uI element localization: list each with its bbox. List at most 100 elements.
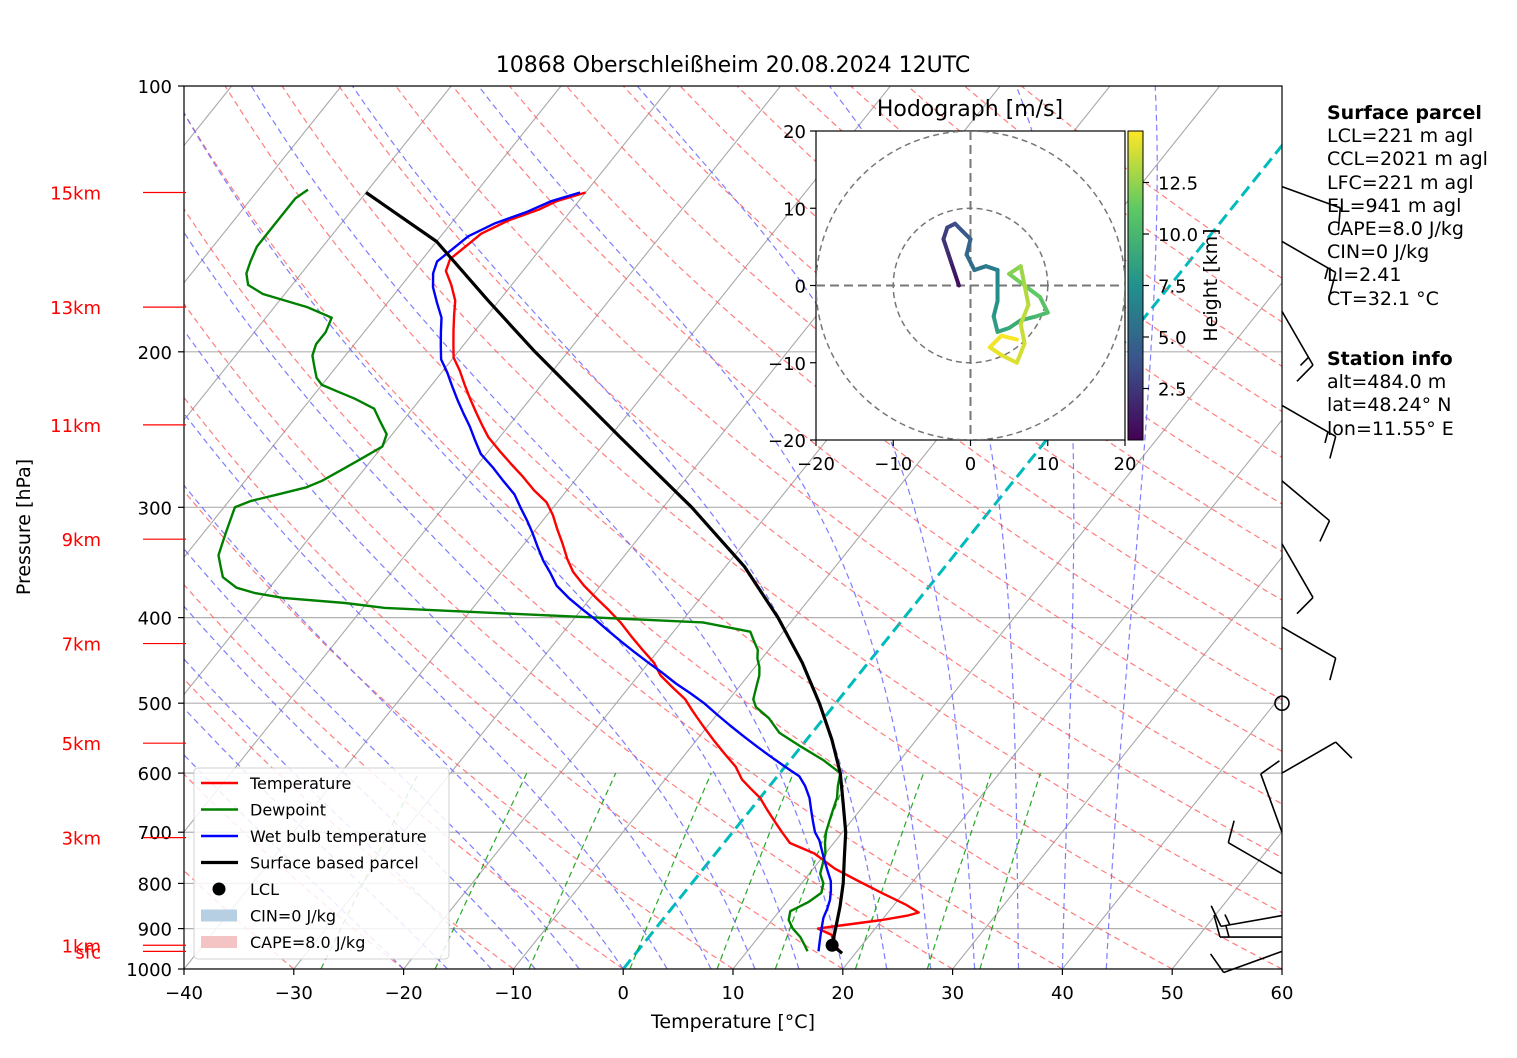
colorbar-tick-label: 7.5 <box>1158 277 1187 298</box>
hodograph-x-tick-label: −20 <box>797 454 835 475</box>
y-tick-label: 300 <box>138 498 172 519</box>
wind-barb-staff <box>1282 311 1313 365</box>
hodograph-x-tick-label: 10 <box>1036 454 1059 475</box>
y-tick-label: 700 <box>138 823 172 844</box>
y-tick-label: 1000 <box>126 960 172 981</box>
height-label: 11km <box>50 416 101 437</box>
legend-label: LCL <box>250 880 279 899</box>
x-tick-label: 30 <box>941 983 964 1004</box>
wind-barb-staff <box>1261 774 1282 832</box>
surface-parcel-line: CAPE=8.0 J/kg <box>1327 218 1488 241</box>
y-tick-label: 200 <box>138 343 172 364</box>
surface-parcel-line: CCL=2021 m agl <box>1327 148 1488 171</box>
wind-barb-staff <box>1282 544 1313 598</box>
x-tick-label: −10 <box>494 983 532 1004</box>
wind-barb-flag <box>1330 658 1336 680</box>
wind-barb-half-flag <box>1300 357 1308 365</box>
wind-barb-half-flag <box>1226 926 1229 937</box>
height-label: 13km <box>50 298 101 319</box>
station-info-line: alt=484.0 m <box>1327 371 1454 394</box>
legend-label: Dewpoint <box>250 801 326 820</box>
hodograph-y-tick-label: −20 <box>768 431 806 452</box>
wind-barb-staff <box>1282 481 1329 521</box>
hodograph-y-tick-label: 20 <box>783 122 806 143</box>
hodograph-y-tick-label: 0 <box>795 277 806 298</box>
lcl-marker <box>826 939 839 952</box>
x-axis-label: Temperature [°C] <box>650 1011 815 1033</box>
legend-label: CAPE=8.0 J/kg <box>250 933 365 952</box>
wind-barb-half-flag <box>1225 914 1230 924</box>
wind-barb-flag <box>1297 598 1313 614</box>
height-label: 9km <box>62 530 101 551</box>
colorbar-tick-label: 12.5 <box>1158 174 1198 195</box>
x-tick-label: 10 <box>722 983 745 1004</box>
colorbar <box>1128 131 1143 440</box>
y-tick-label: 100 <box>138 77 172 98</box>
legend-swatch-box <box>201 936 237 948</box>
surface-parcel-line: CIN=0 J/kg <box>1327 241 1488 264</box>
colorbar-tick-label: 10.0 <box>1158 225 1198 246</box>
station-info-line: lon=11.55° E <box>1327 418 1454 441</box>
x-tick-label: −20 <box>385 983 423 1004</box>
mixing-ratio-line <box>927 773 991 969</box>
legend-label: Temperature <box>249 774 351 793</box>
legend-label: Surface based parcel <box>250 854 419 873</box>
y-tick-label: 900 <box>138 920 172 941</box>
x-tick-label: 40 <box>1051 983 1074 1004</box>
x-tick-label: 50 <box>1161 983 1184 1004</box>
surface-parcel-line: LCL=221 m agl <box>1327 125 1488 148</box>
wind-barb-staff <box>1221 916 1282 927</box>
y-tick-label: 600 <box>138 764 172 785</box>
height-label: 1km <box>62 936 101 957</box>
station-info-line: lat=48.24° N <box>1327 394 1454 417</box>
hodograph-x-tick-label: 0 <box>965 454 976 475</box>
height-label: 15km <box>50 183 101 204</box>
mixing-ratio-line <box>630 773 711 969</box>
legend-label: CIN=0 J/kg <box>250 907 336 926</box>
station-info-panel: Station info alt=484.0 m lat=48.24° N lo… <box>1327 348 1454 441</box>
y-axis-label: Pressure [hPa] <box>13 459 35 595</box>
surface-parcel-panel: Surface parcel LCL=221 m agl CCL=2021 m … <box>1327 102 1488 311</box>
colorbar-tick-label: 5.0 <box>1158 328 1187 349</box>
wind-barb-staff <box>1282 742 1336 773</box>
x-tick-label: 0 <box>617 983 628 1004</box>
surface-parcel-line: EL=941 m agl <box>1327 195 1488 218</box>
wind-barb-staff <box>1282 627 1336 658</box>
hodograph-title: Hodograph [m/s] <box>877 97 1063 122</box>
y-tick-label: 500 <box>138 694 172 715</box>
x-tick-label: 20 <box>831 983 854 1004</box>
hodograph-x-tick-label: 20 <box>1114 454 1137 475</box>
wind-barb-flag <box>1320 521 1330 542</box>
hodograph-y-tick-label: −10 <box>768 354 806 375</box>
hodograph-x-tick-label: −10 <box>874 454 912 475</box>
height-label: 5km <box>62 734 101 755</box>
wind-barb-flag <box>1211 954 1224 973</box>
x-tick-label: 60 <box>1271 983 1294 1004</box>
height-label: 7km <box>62 635 101 656</box>
height-label: 3km <box>62 829 101 850</box>
wind-barb-flag <box>1261 761 1280 774</box>
legend-swatch-dot <box>213 883 226 896</box>
y-tick-label: 400 <box>138 609 172 630</box>
wind-barb-flag <box>1336 742 1352 758</box>
x-tick-label: −40 <box>165 983 203 1004</box>
surface-parcel-line: LI=2.41 <box>1327 264 1488 287</box>
hodograph-y-tick-label: 10 <box>783 199 806 220</box>
legend: Temperature Dewpoint Wet bulb temperature S… <box>194 768 449 959</box>
chart-title: 10868 Oberschleißheim 20.08.2024 12UTC <box>496 53 971 78</box>
isotherm-line <box>0 86 12 969</box>
wind-barb-staff <box>1228 843 1282 874</box>
colorbar-label: Height [km] <box>1200 228 1222 341</box>
surface-parcel-heading: Surface parcel <box>1327 102 1488 125</box>
y-tick-label: 800 <box>138 874 172 895</box>
station-info-heading: Station info <box>1327 348 1454 371</box>
x-tick-label: −30 <box>275 983 313 1004</box>
surface-parcel-line: LFC=221 m agl <box>1327 172 1488 195</box>
wind-barb-flag <box>1297 365 1313 381</box>
legend-swatch-box <box>201 910 237 922</box>
legend-label: Wet bulb temperature <box>250 827 427 846</box>
